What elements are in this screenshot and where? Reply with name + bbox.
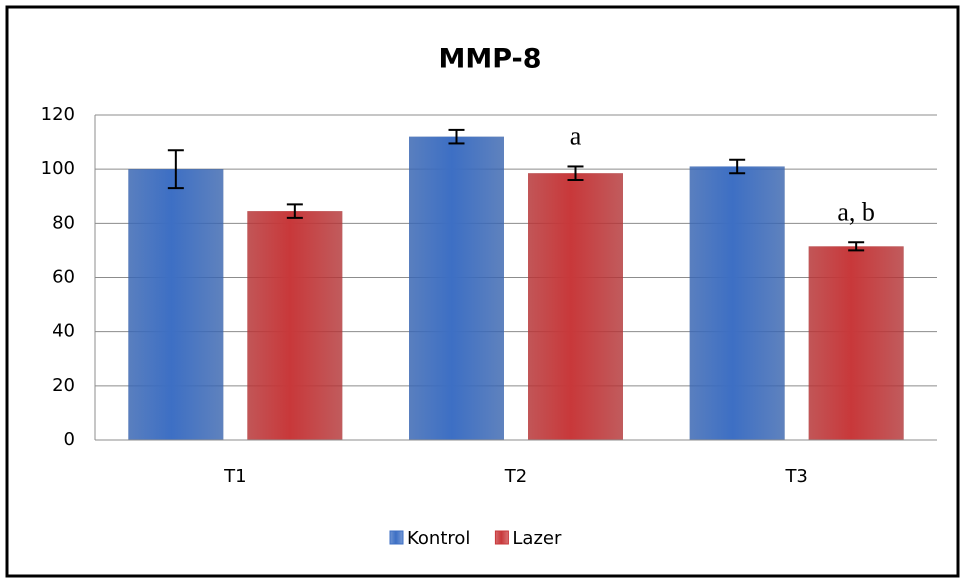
error-bar [286, 203, 303, 219]
y-tick-label: 80 [52, 212, 75, 233]
bar [128, 169, 224, 440]
legend-label: Kontrol [407, 528, 470, 549]
y-tick-label: 100 [41, 158, 75, 179]
error-bar [567, 165, 584, 181]
chart-title: MMP-8 [438, 44, 541, 75]
annotation: a [570, 121, 582, 150]
legend-swatch [389, 530, 404, 545]
y-tick-label: 20 [52, 375, 75, 396]
error-bar [167, 149, 184, 190]
annotation: a, b [837, 197, 875, 226]
bar [689, 166, 785, 441]
bar [808, 246, 904, 440]
legend-label: Lazer [512, 528, 562, 549]
error-bar [848, 241, 865, 252]
y-tick-label: 60 [52, 267, 75, 288]
bar [409, 136, 504, 440]
x-tick-label: T3 [784, 466, 807, 487]
y-tick-label: 0 [64, 429, 75, 450]
error-bar [448, 128, 465, 145]
x-tick-label: T1 [223, 466, 246, 487]
y-tick-label: 120 [41, 104, 75, 125]
legend-swatch [494, 530, 509, 545]
bar [247, 211, 343, 440]
bar [528, 173, 623, 440]
x-tick-label: T2 [504, 466, 527, 487]
error-bar [729, 158, 746, 175]
y-tick-label: 40 [52, 321, 75, 342]
